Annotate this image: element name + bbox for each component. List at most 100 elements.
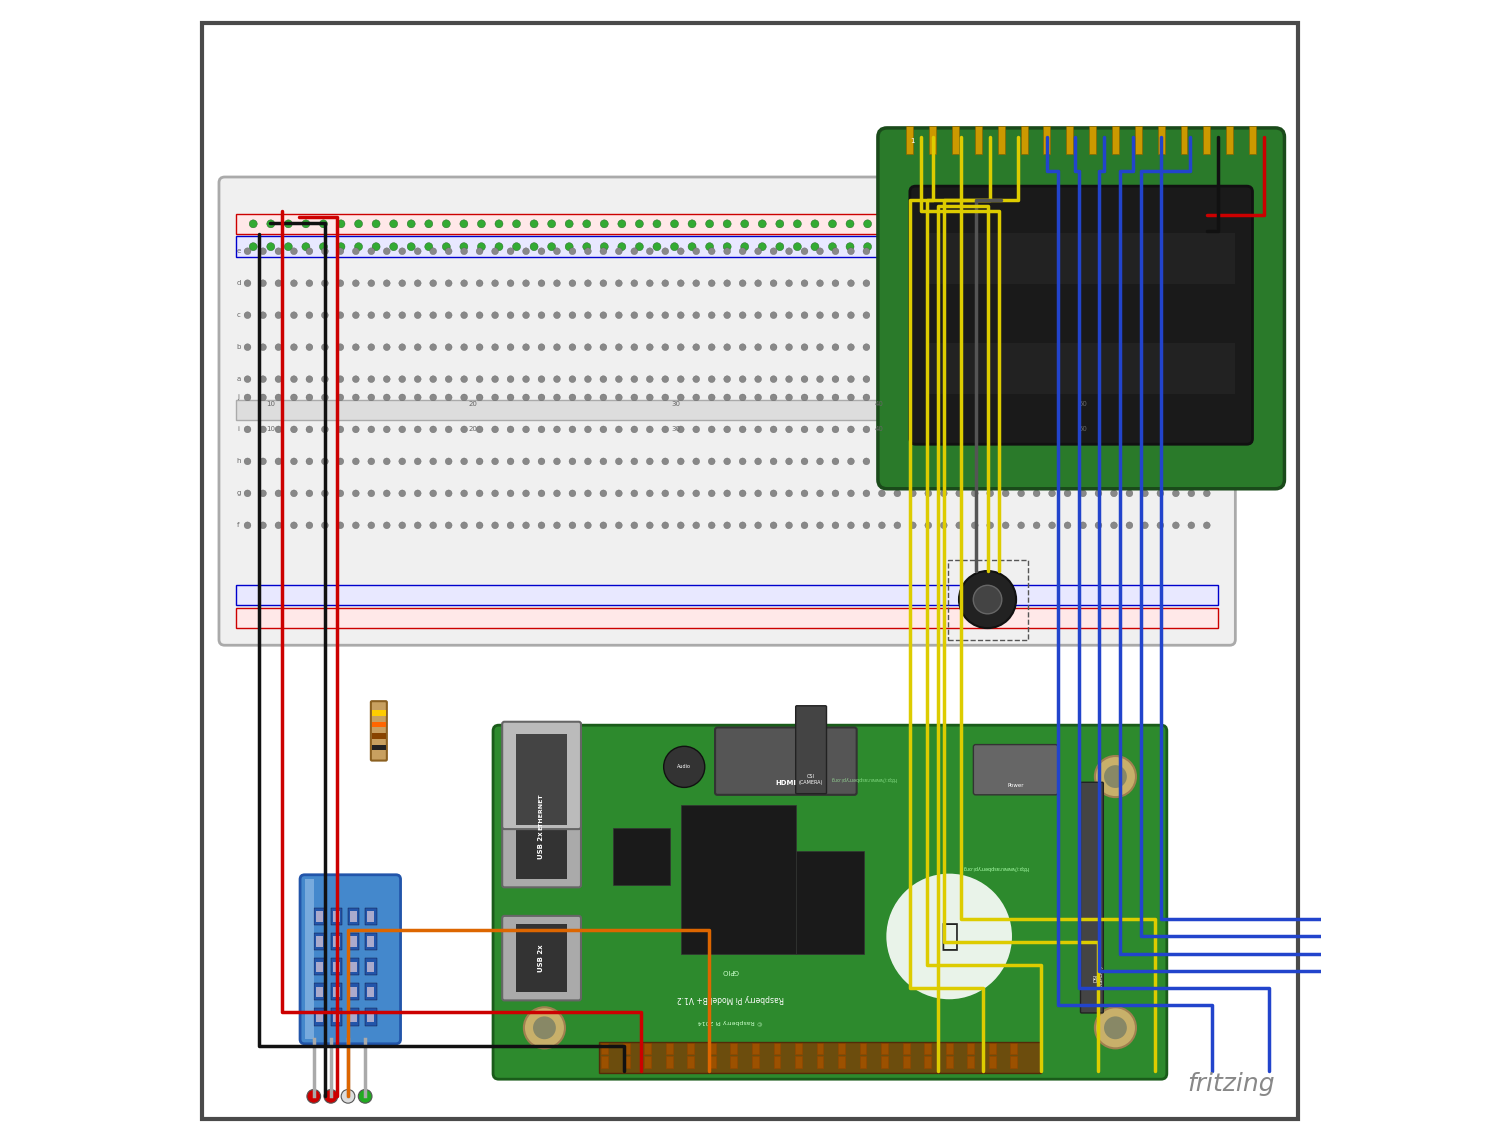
Circle shape bbox=[909, 490, 916, 497]
Text: e: e bbox=[237, 248, 240, 255]
Bar bbox=[314, 933, 326, 950]
Circle shape bbox=[406, 242, 416, 250]
Bar bbox=[348, 958, 360, 975]
Circle shape bbox=[306, 490, 314, 497]
Bar bbox=[614, 828, 670, 885]
Text: 20: 20 bbox=[470, 401, 478, 408]
Circle shape bbox=[384, 344, 390, 351]
Circle shape bbox=[1017, 426, 1025, 433]
Circle shape bbox=[972, 344, 978, 351]
FancyBboxPatch shape bbox=[370, 701, 387, 761]
Circle shape bbox=[723, 280, 730, 287]
Circle shape bbox=[847, 312, 855, 319]
Circle shape bbox=[274, 490, 282, 497]
Circle shape bbox=[1048, 248, 1056, 255]
Text: GPIO: GPIO bbox=[722, 967, 740, 974]
Circle shape bbox=[1188, 376, 1196, 383]
Circle shape bbox=[554, 376, 561, 383]
Circle shape bbox=[987, 242, 994, 250]
Circle shape bbox=[879, 458, 885, 465]
Bar bbox=[968, 1043, 974, 1054]
Circle shape bbox=[460, 280, 468, 287]
Circle shape bbox=[414, 522, 422, 529]
Circle shape bbox=[1126, 344, 1132, 351]
Circle shape bbox=[260, 248, 267, 255]
Circle shape bbox=[507, 376, 515, 383]
Circle shape bbox=[632, 522, 638, 529]
Bar bbox=[1112, 126, 1119, 154]
Circle shape bbox=[1126, 394, 1132, 401]
Circle shape bbox=[460, 242, 468, 250]
Circle shape bbox=[460, 344, 468, 351]
Circle shape bbox=[414, 312, 422, 319]
Circle shape bbox=[600, 312, 608, 319]
Circle shape bbox=[460, 458, 468, 465]
Text: USB 2x: USB 2x bbox=[538, 944, 544, 972]
Text: 10: 10 bbox=[266, 426, 274, 433]
Circle shape bbox=[987, 248, 993, 255]
Circle shape bbox=[492, 248, 498, 255]
Circle shape bbox=[693, 280, 699, 287]
Bar bbox=[351, 936, 357, 947]
Circle shape bbox=[1197, 219, 1204, 227]
Circle shape bbox=[816, 344, 824, 351]
Circle shape bbox=[1156, 280, 1164, 287]
Circle shape bbox=[600, 458, 608, 465]
Circle shape bbox=[1004, 219, 1013, 227]
Circle shape bbox=[833, 426, 839, 433]
Circle shape bbox=[260, 280, 267, 287]
Text: 🍓: 🍓 bbox=[940, 922, 958, 951]
Circle shape bbox=[568, 522, 576, 529]
Circle shape bbox=[1142, 344, 1149, 351]
Circle shape bbox=[1126, 522, 1132, 529]
Circle shape bbox=[646, 376, 652, 383]
Circle shape bbox=[786, 312, 792, 319]
Circle shape bbox=[1064, 376, 1071, 383]
Circle shape bbox=[987, 394, 993, 401]
Circle shape bbox=[476, 312, 483, 319]
Circle shape bbox=[1080, 394, 1086, 401]
Circle shape bbox=[507, 458, 515, 465]
Circle shape bbox=[987, 426, 993, 433]
Circle shape bbox=[532, 1016, 556, 1039]
Circle shape bbox=[786, 522, 792, 529]
Circle shape bbox=[1156, 376, 1164, 383]
Circle shape bbox=[244, 376, 250, 383]
Circle shape bbox=[987, 376, 993, 383]
Circle shape bbox=[260, 344, 267, 351]
Circle shape bbox=[846, 219, 853, 227]
Circle shape bbox=[678, 376, 684, 383]
Bar bbox=[795, 1056, 802, 1068]
Circle shape bbox=[615, 426, 622, 433]
Circle shape bbox=[554, 426, 561, 433]
Circle shape bbox=[291, 312, 297, 319]
Circle shape bbox=[460, 312, 468, 319]
Circle shape bbox=[321, 490, 328, 497]
Circle shape bbox=[306, 426, 314, 433]
Circle shape bbox=[1156, 344, 1164, 351]
Circle shape bbox=[430, 458, 436, 465]
Circle shape bbox=[740, 426, 746, 433]
Circle shape bbox=[723, 312, 730, 319]
Bar bbox=[622, 1043, 630, 1054]
Circle shape bbox=[833, 248, 839, 255]
Circle shape bbox=[1080, 344, 1086, 351]
Bar bbox=[1011, 1056, 1017, 1068]
Circle shape bbox=[492, 280, 498, 287]
Circle shape bbox=[759, 219, 766, 227]
Circle shape bbox=[786, 490, 792, 497]
Circle shape bbox=[585, 312, 591, 319]
Circle shape bbox=[632, 490, 638, 497]
Circle shape bbox=[958, 571, 1016, 628]
Circle shape bbox=[1126, 458, 1132, 465]
Circle shape bbox=[934, 219, 942, 227]
Circle shape bbox=[249, 219, 256, 227]
Circle shape bbox=[723, 248, 730, 255]
Circle shape bbox=[987, 344, 993, 351]
Circle shape bbox=[1173, 426, 1179, 433]
Circle shape bbox=[956, 522, 963, 529]
Bar bbox=[927, 233, 1236, 284]
Circle shape bbox=[492, 344, 498, 351]
Circle shape bbox=[585, 394, 591, 401]
Circle shape bbox=[1142, 248, 1149, 255]
